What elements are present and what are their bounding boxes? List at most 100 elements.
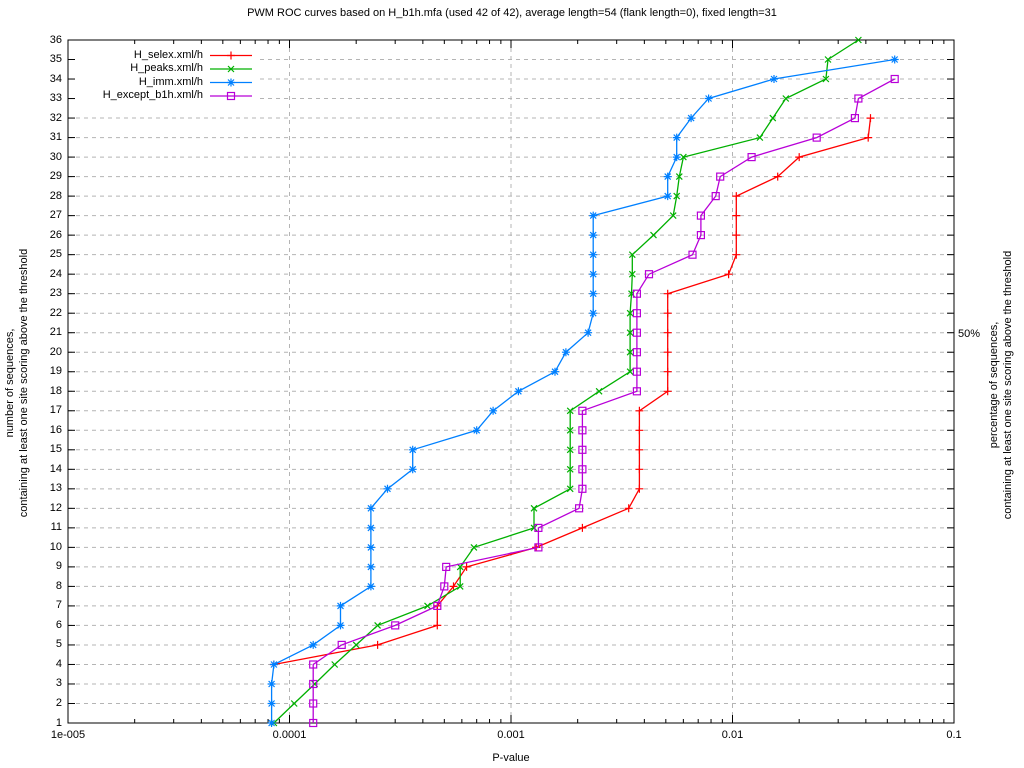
marker-plus (732, 250, 741, 259)
marker-asterisk (267, 699, 276, 708)
marker-square (688, 250, 697, 259)
y-tick-label: 15 (49, 443, 62, 456)
y-tick-label: 1 (55, 716, 62, 729)
marker-cross (756, 134, 764, 142)
marker-asterisk (672, 153, 681, 162)
legend-item-imm: H_imm.xml/h (138, 76, 203, 88)
marker-asterisk (584, 328, 593, 337)
marker-square (632, 387, 642, 396)
y-tick-label: 2 (55, 696, 62, 709)
x-tick-label: 0.0001 (272, 729, 307, 741)
marker-plus (663, 367, 672, 376)
marker-asterisk (663, 192, 672, 201)
marker-cross (566, 426, 574, 434)
marker-square (632, 348, 642, 357)
y-tick-label: 32 (49, 111, 62, 124)
marker-plus (864, 133, 873, 142)
marker-asterisk (890, 55, 899, 64)
marker-square (716, 172, 725, 181)
y-tick-label: 5 (55, 638, 62, 651)
marker-plus (663, 348, 672, 357)
marker-square (226, 91, 236, 101)
marker-asterisk (561, 348, 570, 357)
marker-square (578, 445, 587, 454)
marker-asterisk (269, 660, 278, 669)
marker-cross (650, 231, 657, 239)
marker-square (711, 192, 720, 201)
marker-cross (669, 212, 677, 220)
marker-cross (675, 173, 683, 181)
marker-plus (433, 621, 442, 630)
marker-cross (824, 56, 832, 63)
marker-square (890, 74, 899, 84)
marker-cross (566, 465, 574, 473)
legend-item-selex: H_selex.xml/h (133, 49, 203, 61)
marker-square (309, 660, 318, 669)
marker-square (644, 270, 654, 279)
plot-border (67, 39, 955, 724)
marker-cross (530, 504, 538, 512)
marker-plus (635, 406, 644, 415)
marker-asterisk (687, 114, 696, 123)
y-axis-label-right-line2: containing at least one site scoring abo… (1002, 250, 1014, 520)
marker-asterisk (589, 211, 598, 220)
marker-plus (732, 192, 741, 201)
marker-asterisk (589, 309, 598, 318)
marker-cross (679, 153, 687, 161)
y-tick-label: 26 (49, 228, 62, 241)
marker-square (309, 699, 318, 708)
y-tick-label: 30 (49, 150, 62, 163)
marker-asterisk (408, 445, 417, 454)
y-tick-label: 9 (55, 560, 62, 573)
y-tick-label: 28 (49, 189, 62, 202)
marker-cross (374, 621, 382, 629)
y-tick-label: 11 (50, 521, 62, 534)
marker-square (574, 504, 584, 513)
marker-cross (626, 348, 634, 356)
legend-item-peaks: H_peaks.xml/h (130, 62, 203, 74)
y-axis-label-left-line1: number of sequences, (4, 328, 16, 438)
y-tick-label: 33 (49, 92, 62, 105)
y-tick-label: 29 (49, 170, 62, 183)
marker-plus (373, 640, 382, 649)
marker-plus (578, 523, 587, 532)
marker-cross (331, 661, 339, 668)
marker-plus (773, 172, 782, 181)
marker-asterisk (227, 78, 235, 87)
y-tick-label: 12 (49, 501, 62, 514)
marker-plus (663, 309, 672, 318)
marker-asterisk (366, 582, 375, 591)
marker-plus (624, 504, 633, 513)
marker-square (632, 309, 642, 318)
marker-asterisk (514, 387, 523, 396)
y-tick-label: 27 (49, 209, 62, 222)
marker-asterisk (489, 406, 498, 415)
marker-asterisk (472, 426, 481, 435)
y-tick-label: 4 (55, 657, 62, 670)
x-tick-label: 0.01 (721, 729, 744, 741)
marker-cross (822, 75, 830, 83)
marker-plus (663, 289, 672, 298)
y-tick-label: 34 (49, 72, 62, 85)
marker-square (534, 543, 543, 552)
marker-plus (795, 153, 804, 162)
marker-square (578, 484, 587, 493)
marker-plus (635, 484, 644, 493)
marker-asterisk (366, 504, 375, 513)
marker-asterisk (408, 465, 417, 474)
series-line-H_except_b1h.xml/h (312, 78, 896, 723)
marker-cross (626, 309, 634, 317)
marker-asterisk (672, 133, 681, 142)
marker-cross (854, 36, 862, 44)
marker-square (632, 289, 642, 298)
marker-square (433, 601, 442, 611)
x-tick-label: 0.1 (946, 729, 962, 741)
marker-asterisk (589, 231, 598, 240)
marker-asterisk (366, 562, 375, 571)
marker-square (850, 113, 860, 123)
marker-cross (782, 95, 790, 102)
marker-cross (595, 387, 603, 395)
marker-cross (769, 114, 777, 122)
